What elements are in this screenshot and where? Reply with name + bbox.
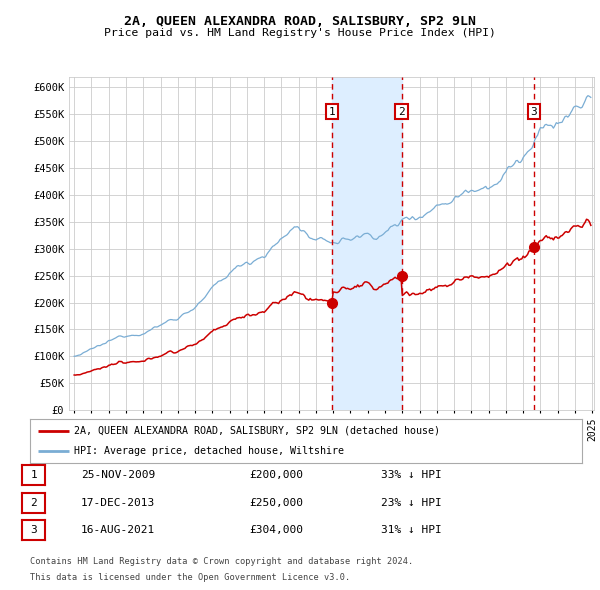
Text: 16-AUG-2021: 16-AUG-2021 — [81, 526, 155, 535]
Text: Price paid vs. HM Land Registry's House Price Index (HPI): Price paid vs. HM Land Registry's House … — [104, 28, 496, 38]
Text: 31% ↓ HPI: 31% ↓ HPI — [381, 526, 442, 535]
Text: This data is licensed under the Open Government Licence v3.0.: This data is licensed under the Open Gov… — [30, 572, 350, 582]
Text: Contains HM Land Registry data © Crown copyright and database right 2024.: Contains HM Land Registry data © Crown c… — [30, 557, 413, 566]
Text: 2: 2 — [30, 498, 37, 507]
Text: 25-NOV-2009: 25-NOV-2009 — [81, 470, 155, 480]
Text: £304,000: £304,000 — [249, 526, 303, 535]
Text: 2A, QUEEN ALEXANDRA ROAD, SALISBURY, SP2 9LN: 2A, QUEEN ALEXANDRA ROAD, SALISBURY, SP2… — [124, 15, 476, 28]
Text: 2A, QUEEN ALEXANDRA ROAD, SALISBURY, SP2 9LN (detached house): 2A, QUEEN ALEXANDRA ROAD, SALISBURY, SP2… — [74, 426, 440, 436]
Text: £200,000: £200,000 — [249, 470, 303, 480]
Text: 17-DEC-2013: 17-DEC-2013 — [81, 498, 155, 507]
Text: £250,000: £250,000 — [249, 498, 303, 507]
Text: HPI: Average price, detached house, Wiltshire: HPI: Average price, detached house, Wilt… — [74, 446, 344, 456]
Text: 1: 1 — [30, 470, 37, 480]
Text: 2: 2 — [398, 107, 405, 117]
Text: 3: 3 — [530, 107, 538, 117]
Bar — [332, 77, 401, 410]
Text: 3: 3 — [30, 526, 37, 535]
Text: 1: 1 — [328, 107, 335, 117]
Text: 33% ↓ HPI: 33% ↓ HPI — [381, 470, 442, 480]
Text: 23% ↓ HPI: 23% ↓ HPI — [381, 498, 442, 507]
